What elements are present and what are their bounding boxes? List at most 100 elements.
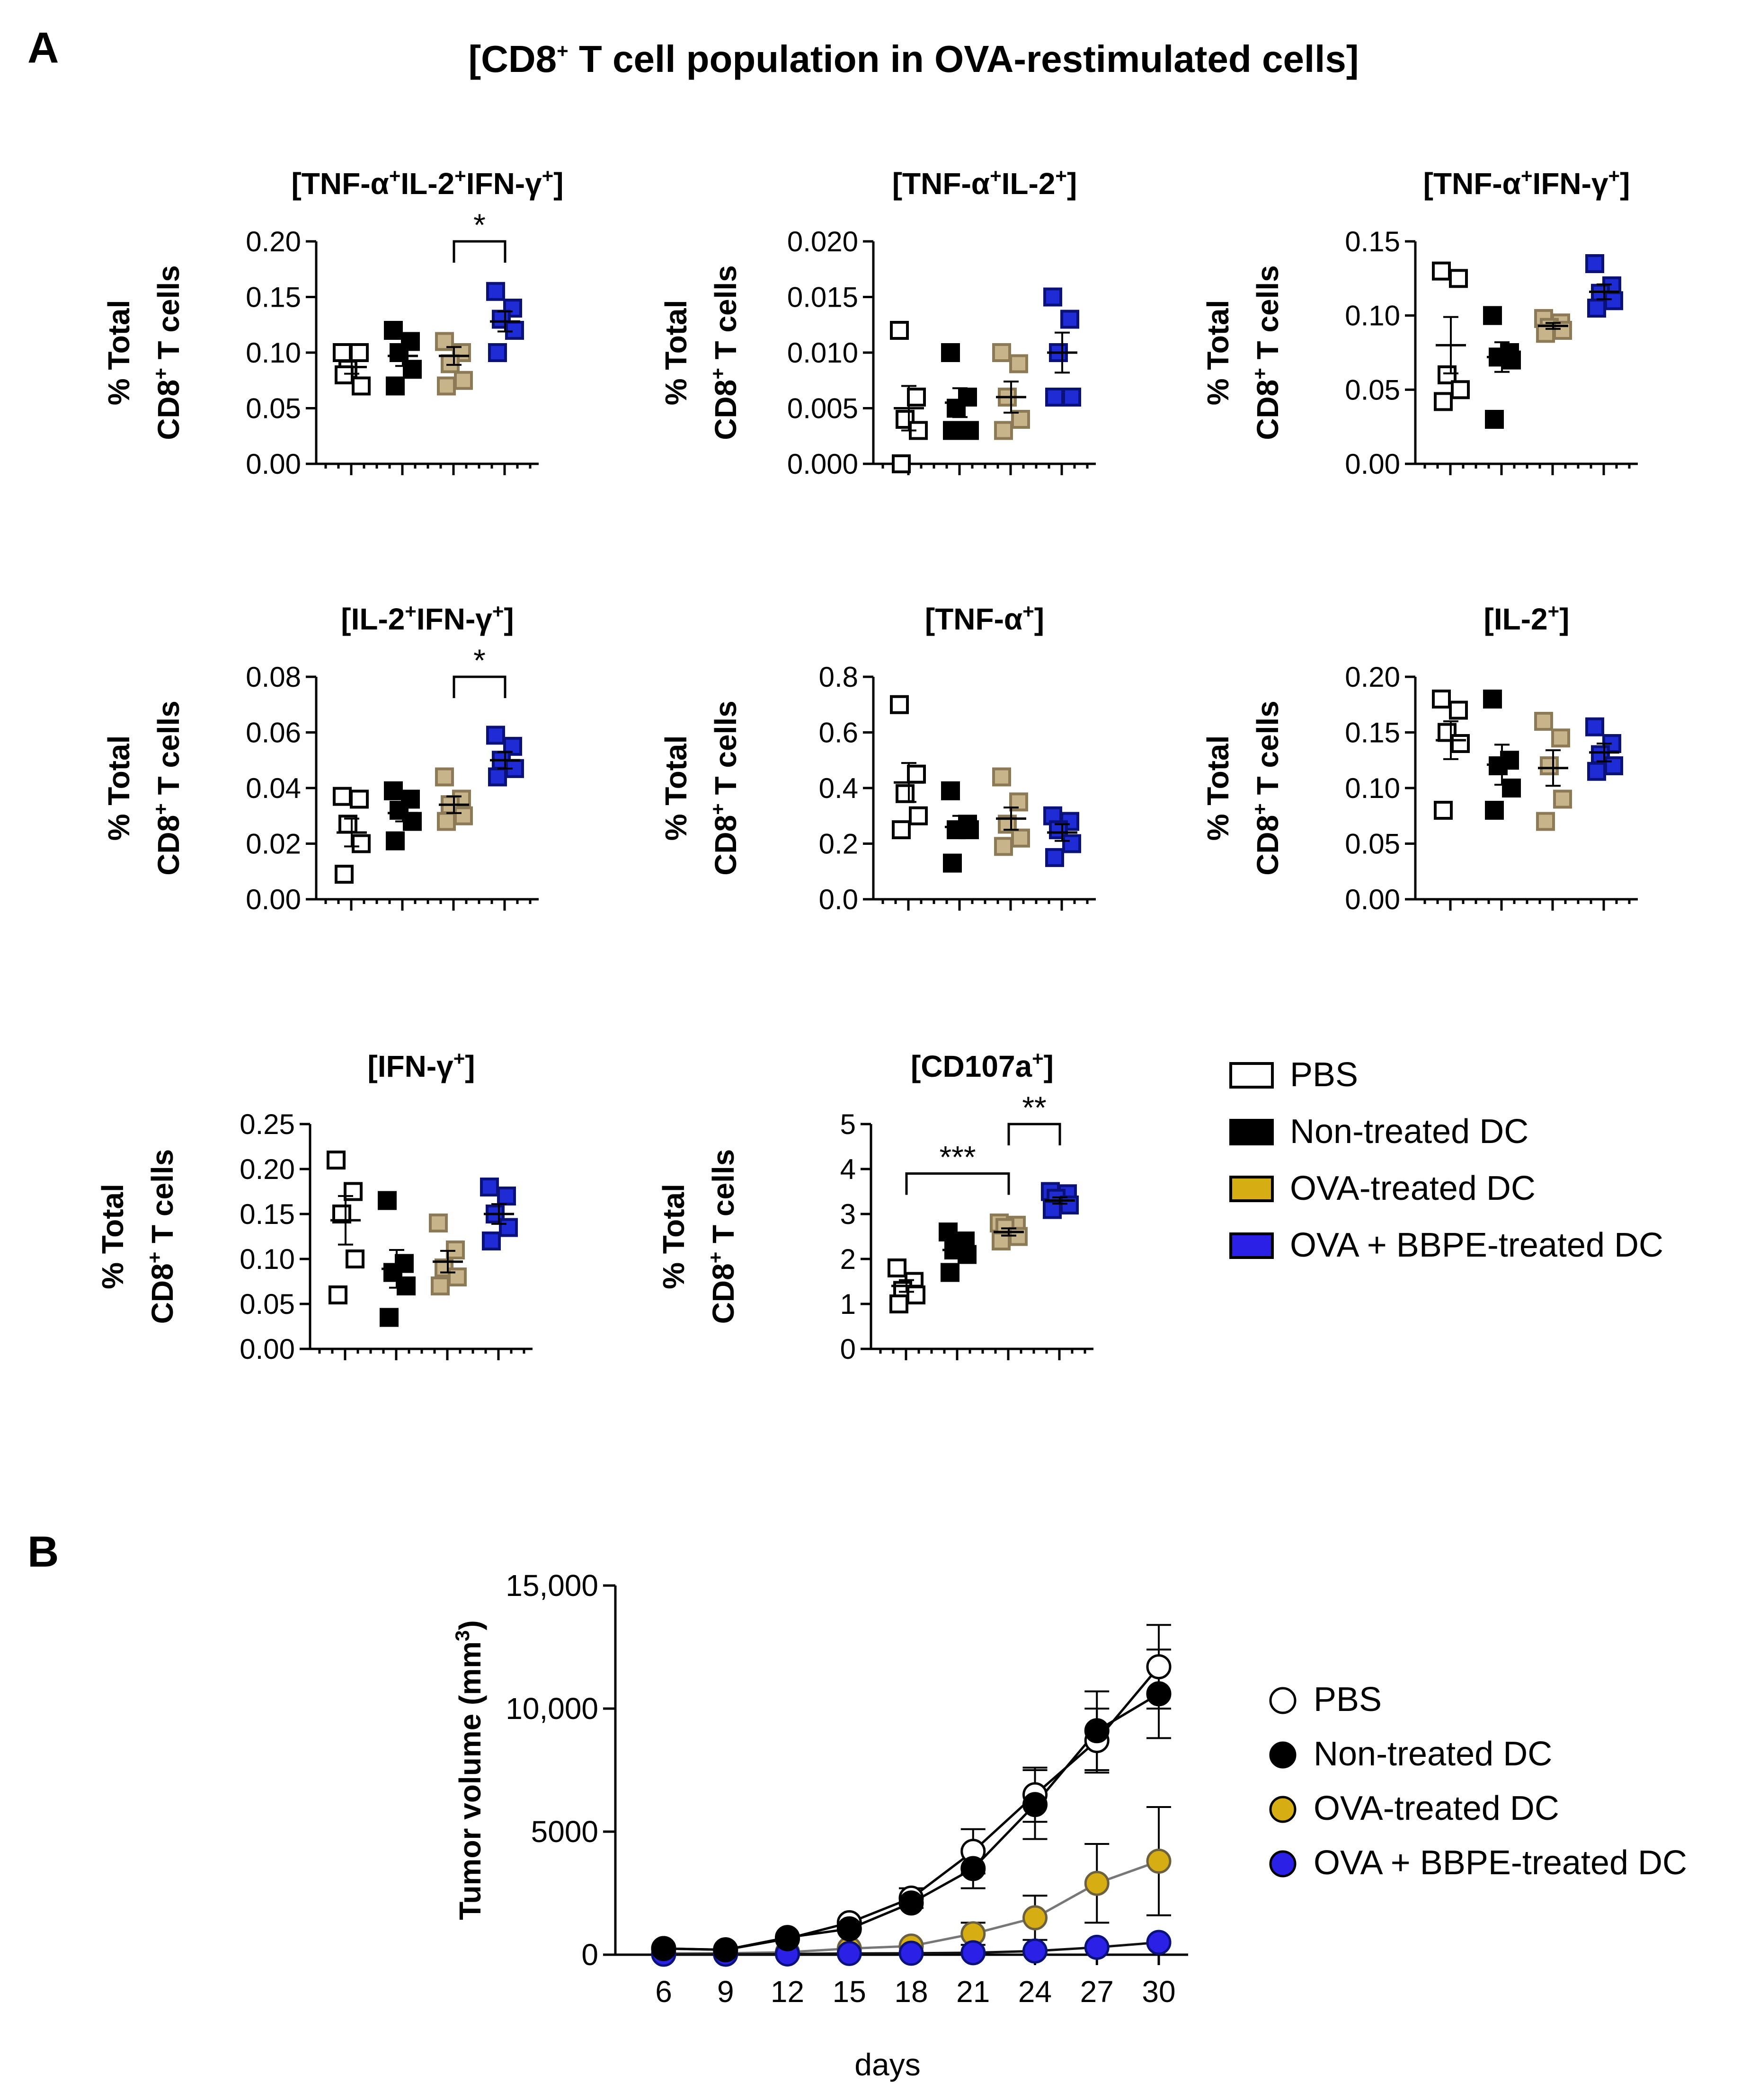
data-point-ova-bbpe-treated-dc <box>1587 762 1606 781</box>
data-point-pbs <box>346 1249 364 1268</box>
y-tick-label: 0.00 <box>246 448 301 480</box>
data-point-ova-treated-dc <box>1540 756 1559 775</box>
panel-title-part: ] <box>1067 167 1077 201</box>
y-tick-label: 0.015 <box>787 282 858 313</box>
tumor-volume-chart: 0 5000 10,000 15,000 6 9 12 15 18 21 24 27 30 days Tum… <box>451 1568 1188 2082</box>
legend-a-swatch-ova-treated-dc <box>1229 1176 1274 1202</box>
panel-title-sup: + <box>1022 600 1034 622</box>
significance-bracket <box>453 240 506 263</box>
data-point-pbs <box>344 1182 363 1201</box>
panel-title: [IFN-γ+] <box>367 1047 475 1083</box>
y-axis-label-line2-part: T cells <box>151 265 186 368</box>
data-point-ova-treated-dc <box>1553 789 1572 809</box>
data-point-ova-bbpe-treated-dc <box>1084 1934 1110 1960</box>
y-axis-label-part: ) <box>453 1620 487 1630</box>
data-point-non-treated-dc <box>378 1191 397 1210</box>
y-axis-label-line2: CD8+ T cells <box>150 700 186 876</box>
data-point-ova-treated-dc <box>992 343 1011 362</box>
y-tick-label: 15,000 <box>506 1568 598 1603</box>
data-point-ova-treated-dc <box>437 812 456 831</box>
data-point-pbs <box>896 784 915 803</box>
y-axis-label-line1: % Total <box>657 1184 691 1289</box>
significance-label: ** <box>1022 1090 1046 1125</box>
x-tick-label: 6 <box>655 1975 672 2009</box>
legend-a-label-ova-bbpe-treated-dc: OVA + BBPE-treated DC <box>1290 1226 1663 1264</box>
y-tick-label: 0.2 <box>819 828 858 860</box>
x-tick-label: 27 <box>1080 1975 1114 2009</box>
data-point-ova-bbpe-treated-dc <box>1062 388 1081 407</box>
y-tick-label: 0.00 <box>240 1333 295 1365</box>
y-tick-label: 0.15 <box>1345 226 1400 257</box>
y-tick-label: 0.0 <box>819 884 858 915</box>
panel-title: [TNF-α+IFN-γ+] <box>1423 165 1630 201</box>
legend-panel-b: PBS Non-treated DC OVA-treated DC OVA + BBP… <box>1269 1681 1687 1882</box>
y-tick-label: 0.10 <box>240 1243 295 1275</box>
panel-a-letter: A <box>27 24 59 72</box>
y-axis-label-line2-sup: + <box>707 803 729 815</box>
data-point-non-treated-dc <box>941 781 960 800</box>
data-point-non-treated-dc <box>1022 1792 1048 1817</box>
data-point-non-treated-dc <box>1084 1718 1110 1744</box>
panel-title-part: IL-2 <box>400 167 454 201</box>
data-point-ova-bbpe-treated-dc <box>1062 834 1081 853</box>
data-point-ova-bbpe-treated-dc <box>1022 1938 1048 1964</box>
y-tick-label: 3 <box>840 1198 856 1230</box>
data-point-ova-bbpe-treated-dc <box>1585 717 1604 736</box>
y-tick-label: 0.005 <box>787 393 858 425</box>
data-point-non-treated-dc <box>1502 350 1521 370</box>
panel-title-part: ] <box>1620 167 1630 201</box>
panel-title-part: ] <box>1044 1049 1054 1083</box>
panel-title-part: IL-2 <box>1002 167 1056 201</box>
legend-b-marker-ova-treated-dc <box>1269 1796 1297 1823</box>
y-tick-label: 0.05 <box>240 1288 295 1320</box>
data-point-pbs <box>889 1294 908 1313</box>
legend-b-marker-non-treated-dc <box>1269 1741 1297 1769</box>
y-axis-label-line2-part: CD8 <box>151 380 186 440</box>
y-axis-label-line2-part: CD8 <box>145 1263 179 1324</box>
data-point-ova-bbpe-treated-dc <box>488 767 507 787</box>
y-axis-label-line2-part: CD8 <box>709 815 743 876</box>
y-tick-label: 0 <box>581 1938 598 1972</box>
y-tick-label: 0.10 <box>246 337 301 369</box>
panel-title-part: [IL-2 <box>341 602 405 636</box>
y-axis-label-line2-part: CD8 <box>1251 815 1285 876</box>
data-point-pbs <box>352 376 371 396</box>
data-point-ova-treated-dc <box>454 371 473 390</box>
y-tick-label: 0.02 <box>246 828 301 860</box>
x-tick-label: 24 <box>1018 1975 1052 2009</box>
panel-title-sup: + <box>1548 600 1560 622</box>
y-axis-label-line2-part: T cells <box>1251 700 1285 803</box>
data-point-non-treated-dc <box>1502 779 1521 797</box>
y-tick-label: 0.00 <box>1345 884 1400 915</box>
y-axis-label-line2: CD8+ T cells <box>707 700 743 876</box>
data-point-pbs <box>350 789 369 809</box>
y-axis-label-line2-part: T cells <box>709 265 743 368</box>
significance-bracket <box>1007 1123 1061 1145</box>
y-axis-label-line2: CD8+ T cells <box>707 265 743 440</box>
y-tick-label: 0.05 <box>246 393 301 425</box>
y-tick-label: 0.08 <box>246 661 301 693</box>
data-point-pbs <box>1451 734 1470 753</box>
panel-title-part: [TNF-α <box>892 167 990 201</box>
y-axis-label-line2-sup: + <box>704 1252 727 1264</box>
significance-bracket <box>905 1172 1010 1195</box>
legend-b-label-ova-treated-dc: OVA-treated DC <box>1314 1790 1559 1827</box>
data-point-non-treated-dc <box>713 1937 738 1963</box>
panel-title-sup: + <box>1055 165 1067 187</box>
data-point-ova-treated-dc <box>1536 324 1555 343</box>
data-point-non-treated-dc <box>960 1856 986 1881</box>
significance-label: *** <box>939 1140 976 1175</box>
y-tick-label: 0.20 <box>1345 661 1400 693</box>
data-point-pbs <box>907 764 926 784</box>
y-axis-label: Tumor volume (mm3) <box>451 1620 487 1920</box>
data-point-ova-treated-dc <box>1536 812 1555 831</box>
panel-title-sup: + <box>1032 1047 1044 1070</box>
data-point-pbs <box>890 321 909 340</box>
data-point-pbs <box>906 1285 925 1304</box>
y-axis-label-line2-part: CD8 <box>706 1263 740 1324</box>
data-point-ova-bbpe-treated-dc <box>1043 287 1062 307</box>
